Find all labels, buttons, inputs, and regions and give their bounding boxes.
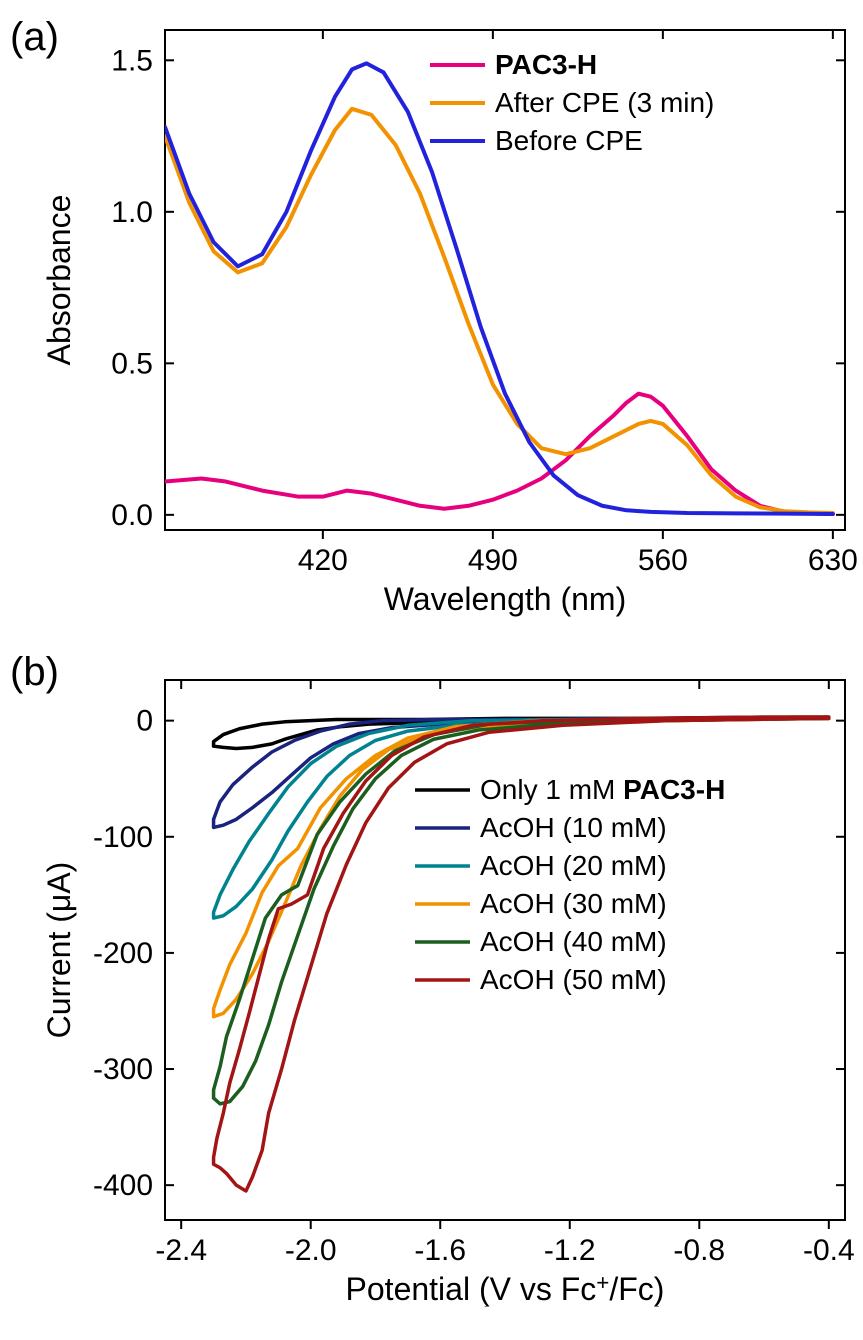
svg-text:0: 0 [136,705,153,738]
svg-text:-400: -400 [93,1169,153,1202]
svg-text:-0.8: -0.8 [673,1234,725,1267]
svg-text:Current (μA): Current (μA) [41,862,77,1039]
svg-text:490: 490 [468,544,518,577]
svg-text:AcOH (20 mM): AcOH (20 mM) [480,850,667,881]
svg-text:Only 1 mM PAC3-H: Only 1 mM PAC3-H [480,774,725,805]
svg-text:Before CPE: Before CPE [495,125,643,156]
svg-text:-300: -300 [93,1053,153,1086]
svg-text:Wavelength (nm): Wavelength (nm) [384,581,626,617]
svg-text:AcOH (30 mM): AcOH (30 mM) [480,888,667,919]
svg-text:1.5: 1.5 [111,44,153,77]
svg-text:AcOH (40 mM): AcOH (40 mM) [480,926,667,957]
svg-text:1.0: 1.0 [111,196,153,229]
svg-text:0.0: 0.0 [111,499,153,532]
svg-text:PAC3-H: PAC3-H [495,49,597,80]
svg-text:After CPE (3 min): After CPE (3 min) [495,87,714,118]
svg-text:-2.0: -2.0 [285,1234,337,1267]
svg-text:(a): (a) [10,15,59,59]
svg-text:Potential (V vs Fc+/Fc): Potential (V vs Fc+/Fc) [346,1270,665,1307]
svg-text:-100: -100 [93,821,153,854]
svg-text:630: 630 [808,544,858,577]
svg-text:-2.4: -2.4 [155,1234,207,1267]
svg-text:420: 420 [298,544,348,577]
svg-text:0.5: 0.5 [111,347,153,380]
svg-text:AcOH (10 mM): AcOH (10 mM) [480,812,667,843]
svg-text:560: 560 [638,544,688,577]
svg-text:-1.2: -1.2 [544,1234,596,1267]
svg-text:-200: -200 [93,937,153,970]
plots-svg: 420 490 560 630 0.0 0.5 1.0 1.5 Wavelength (nm) A… [0,0,863,1340]
svg-text:AcOH (50 mM): AcOH (50 mM) [480,964,667,995]
svg-text:(b): (b) [10,650,59,694]
svg-text:-0.4: -0.4 [803,1234,855,1267]
figure: 420 490 560 630 0.0 0.5 1.0 1.5 Wavelength (nm) A… [0,0,863,1340]
svg-text:Absorbance: Absorbance [41,195,77,366]
svg-text:-1.6: -1.6 [414,1234,466,1267]
